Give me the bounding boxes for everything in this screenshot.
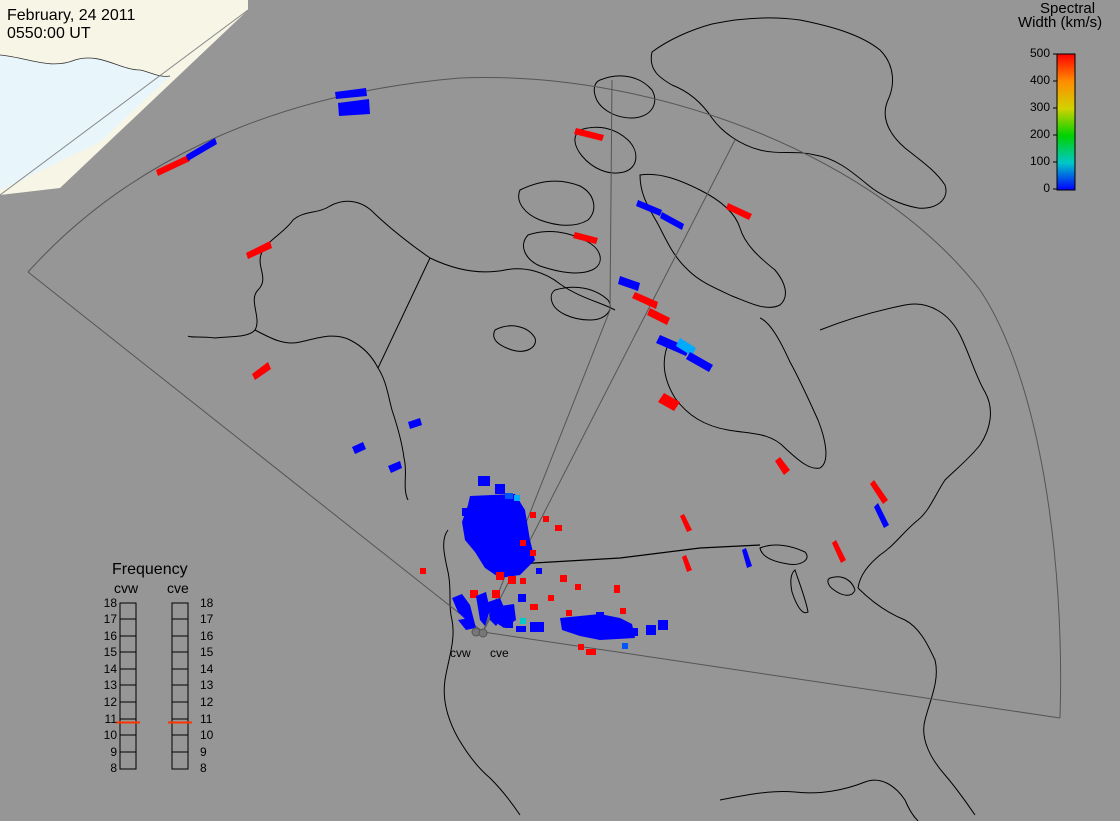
frequency-tick-right: 12 xyxy=(200,695,214,709)
frequency-tick-right: 18 xyxy=(200,596,214,610)
colorbar-ticks xyxy=(1053,53,1057,190)
frequency-title: Frequency xyxy=(112,561,188,578)
frequency-tick-right: 13 xyxy=(200,678,214,692)
daylight-ocean xyxy=(0,55,170,190)
cve-frequency-bar xyxy=(171,602,189,770)
frequency-tick-left: 10 xyxy=(103,728,117,742)
colorbar-title-line1: Spectral xyxy=(1040,0,1096,17)
frequency-tick-right: 15 xyxy=(200,645,214,659)
radar-label-cvw: cvw xyxy=(450,646,471,660)
colorbar xyxy=(1056,53,1076,191)
frequency-tick-right: 11 xyxy=(200,712,213,726)
echoes-far xyxy=(156,88,889,572)
radar-label-cve: cve xyxy=(490,646,509,660)
frequency-tick-left: 16 xyxy=(103,629,117,643)
frequency-tick-right: 17 xyxy=(200,612,214,626)
terminator-line xyxy=(0,9,249,196)
date-label: February, 24 2011 xyxy=(7,7,136,24)
frequency-tick-left: 14 xyxy=(103,662,117,676)
colorbar-tick-label: 200 xyxy=(1029,127,1050,141)
frequency-tick-left: 12 xyxy=(103,695,117,709)
echoes-near xyxy=(420,476,668,655)
radar-site-cve xyxy=(478,628,488,638)
frequency-tick-left: 18 xyxy=(103,596,117,610)
coastlines xyxy=(187,17,991,822)
frequency-tick-left: 11 xyxy=(104,712,117,726)
frequency-cve-label: cve xyxy=(167,580,189,596)
daylight-coast xyxy=(0,54,171,77)
frequency-tick-right: 16 xyxy=(200,629,214,643)
colorbar-tick-label: 300 xyxy=(1029,100,1050,114)
frequency-tick-left: 13 xyxy=(103,678,117,692)
frequency-tick-left: 17 xyxy=(103,612,117,626)
colorbar-tick-label: 100 xyxy=(1029,154,1050,168)
colorbar-tick-label: 400 xyxy=(1029,73,1050,87)
colorbar-title-line2: Width (km/s) xyxy=(1018,14,1103,31)
colorbar-tick-label: 0 xyxy=(1043,181,1050,195)
frequency-tick-left: 8 xyxy=(110,761,117,775)
cvw-frequency-bar xyxy=(119,602,137,770)
time-label: 0550:00 UT xyxy=(7,25,91,42)
colorbar-tick-label: 500 xyxy=(1029,46,1050,60)
frequency-panel xyxy=(116,602,192,770)
frequency-tick-left: 9 xyxy=(110,745,117,759)
frequency-cvw-label: cvw xyxy=(114,580,139,596)
frequency-tick-left: 15 xyxy=(103,645,117,659)
frequency-tick-right: 10 xyxy=(200,728,214,742)
frequency-tick-right: 8 xyxy=(200,761,207,775)
frequency-tick-right: 9 xyxy=(200,745,207,759)
frequency-tick-right: 14 xyxy=(200,662,214,676)
